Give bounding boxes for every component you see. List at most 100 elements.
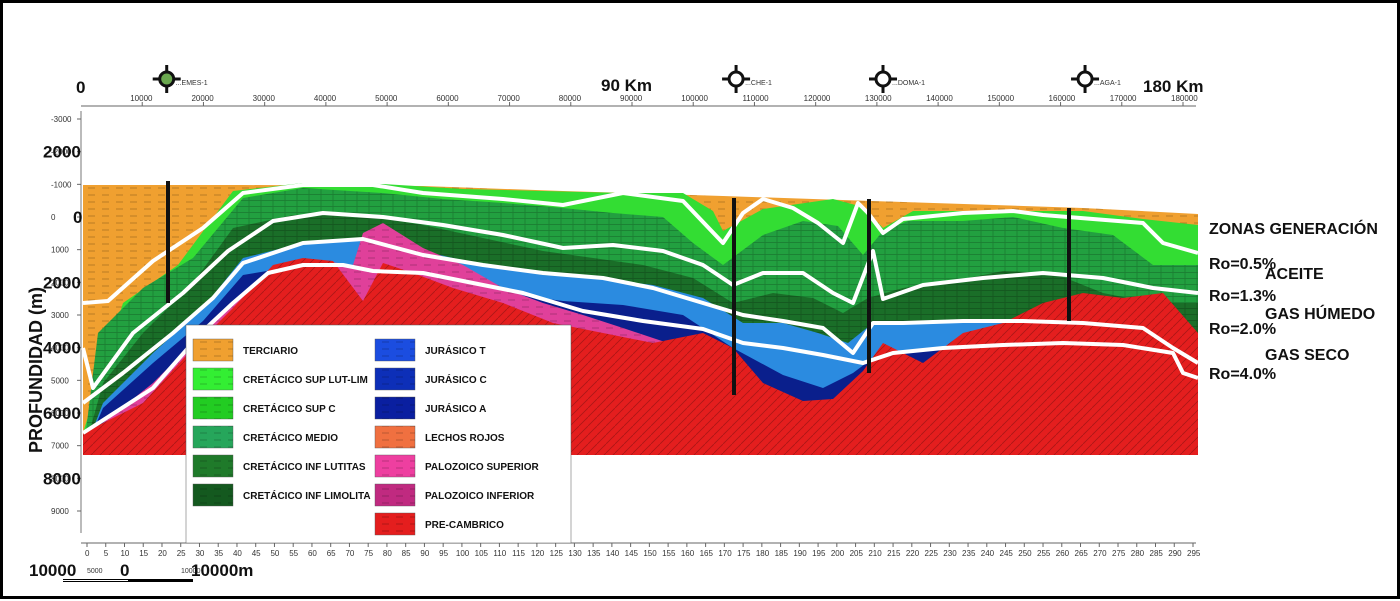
legend-item: PALOZOICO SUPERIOR: [374, 454, 539, 478]
legend-item: CRETÁCICO SUP C: [192, 396, 336, 420]
left-axis: -3000 -2000 -1000 0 1000 2000 3000 4000 5000 6000…: [26, 111, 82, 533]
legend-label: CRETÁCICO INF LUTITAS: [243, 460, 366, 473]
zone-gas-humedo: GAS HÚMEDO: [1265, 304, 1375, 323]
top-axis: 0 90 Km 180 Km 10000 20000 30000 40000 50000…: [76, 76, 1203, 107]
depth-big-label: 8000: [43, 469, 81, 488]
zone-ro-2-0: Ro=2.0%: [1209, 321, 1276, 338]
top-axis-origin-label: 0: [76, 78, 85, 97]
depth-tick-label: 9000: [51, 507, 69, 516]
well-label: ...CHE-1: [745, 80, 772, 87]
legend-label: JURÁSICO A: [425, 402, 486, 415]
legend-item: CRETÁCICO INF LIMOLITA: [192, 483, 371, 507]
legend-swatch-texture: [375, 426, 415, 448]
bottom-axis-tick-label: 240: [981, 549, 995, 558]
bottom-axis-tick-label: 20: [158, 549, 167, 558]
depth-tick-label: 2000: [51, 278, 69, 287]
top-axis-end-label: 180 Km: [1143, 77, 1203, 96]
top-axis-mid-label: 90 Km: [601, 76, 652, 95]
scale-bar-left-label: 10000: [29, 561, 76, 580]
well-symbol-icon: [158, 70, 176, 88]
well-label: ...DOMA-1: [892, 80, 925, 87]
bottom-axis-tick-label: 5: [104, 549, 109, 558]
legend-label: PRE-CAMBRICO: [425, 520, 504, 531]
top-axis-tick-label: 30000: [253, 94, 276, 103]
depth-tick-label: 4000: [51, 344, 69, 353]
bottom-axis-tick-label: 15: [139, 549, 148, 558]
legend-swatch-texture: [193, 397, 233, 419]
zone-aceite: ACEITE: [1265, 266, 1324, 283]
bottom-axis-tick-label: 150: [643, 549, 657, 558]
depth-tick-label: 8000: [51, 474, 69, 483]
legend-swatch-texture: [375, 397, 415, 419]
depth-big-label: 4000: [43, 339, 81, 358]
top-axis-tick-label: 90000: [620, 94, 643, 103]
well-marker: ...DOMA-1: [869, 65, 925, 93]
legend-swatch-texture: [375, 455, 415, 477]
well-markers: ...EMES-1 ...CHE-1 ...DOMA-1 ...AGA-1: [152, 65, 1121, 93]
isoline-ro-2-0: [81, 237, 1200, 405]
bottom-axis-tick-label: 110: [493, 549, 506, 558]
bottom-axis-tick-label: 220: [906, 549, 920, 558]
bottom-axis-tick-label: 85: [402, 549, 411, 558]
bottom-axis-tick-label: 50: [270, 549, 279, 558]
bottom-axis-tick-label: 270: [1093, 549, 1107, 558]
well-marker: ...CHE-1: [722, 65, 772, 93]
bottom-axis-tick-label: 250: [1018, 549, 1032, 558]
bottom-axis-tick-label: 100: [456, 549, 470, 558]
bottom-axis-tick-label: 135: [587, 549, 601, 558]
legend-label: PALOZOICO INFERIOR: [425, 491, 535, 502]
legend-label: CRETÁCICO SUP C: [243, 402, 336, 415]
bottom-axis-tick-label: 70: [345, 549, 354, 558]
legend-swatch-texture: [193, 426, 233, 448]
bottom-axis-tick-label: 210: [868, 549, 882, 558]
bottom-axis-tick-label: 140: [606, 549, 620, 558]
bottom-axis-tick-label: 145: [625, 549, 639, 558]
bottom-axis-tick-label: 25: [177, 549, 186, 558]
legend-item: PRE-CAMBRICO: [374, 512, 504, 536]
zone-ro-1-3: Ro=1.3%: [1209, 288, 1276, 305]
legend-label: CRETÁCICO MEDIO: [243, 431, 338, 444]
scale-bar-right-label: 10000m: [191, 561, 253, 580]
top-axis-tick-label: 150000: [987, 94, 1014, 103]
bottom-axis-tick-label: 95: [439, 549, 448, 558]
isoline-ro-0-5: [82, 183, 1199, 305]
bottom-axis-tick-label: 35: [214, 549, 223, 558]
bottom-axis-tick-label: 185: [775, 549, 789, 558]
depth-axis-title: PROFUNDIDAD (m): [26, 287, 46, 453]
bottom-axis-tick-label: 60: [308, 549, 317, 558]
top-axis-tick-label: 100000: [681, 94, 708, 103]
bottom-axis-tick-label: 275: [1112, 549, 1126, 558]
bottom-axis-tick-label: 45: [252, 549, 261, 558]
top-axis-tick-label: 110000: [742, 94, 769, 103]
top-axis-tick-label: 50000: [375, 94, 398, 103]
bottom-axis-tick-label: 170: [718, 549, 732, 558]
zones-title: ZONAS GENERACIÓN: [1209, 219, 1378, 238]
top-axis-tick-label: 20000: [191, 94, 214, 103]
legend-label: JURÁSICO T: [425, 344, 486, 357]
top-axis-tick-label: 120000: [804, 94, 831, 103]
bottom-axis-tick-label: 90: [420, 549, 429, 558]
bottom-axis-tick-label: 10: [120, 549, 129, 558]
legend-item: LECHOS ROJOS: [374, 425, 505, 449]
well-lines: [166, 181, 1071, 395]
well-symbol-icon: [727, 70, 745, 88]
bottom-axis: 0 5 10 15 20 25 30 35 40 45 50 55 60 65 70 75 80 85 90 95 10…: [81, 542, 1201, 558]
scale-bar-zero-label: 0: [120, 561, 129, 580]
bottom-axis-tick-label: 115: [512, 549, 525, 558]
legend-swatch-texture: [193, 368, 233, 390]
top-axis-tick-label: 130000: [865, 94, 892, 103]
bottom-axis-tick-label: 285: [1150, 549, 1164, 558]
bottom-axis-tick-label: 230: [943, 549, 957, 558]
legend-item: PALOZOICO INFERIOR: [374, 483, 535, 507]
scale-bar: 10000 5000 0 10000 10000m: [29, 561, 253, 582]
zone-gas-seco: GAS SECO: [1265, 347, 1349, 364]
legend-item: CRETÁCICO MEDIO: [192, 425, 338, 449]
well-label: ...EMES-1: [176, 80, 208, 87]
isoline-ro-1-3: [81, 211, 1199, 390]
zone-ro-0-5: Ro=0.5%: [1209, 256, 1276, 273]
depth-tick-label: 0: [51, 213, 56, 222]
bottom-axis-tick-label: 130: [568, 549, 582, 558]
legend-swatch-texture: [375, 339, 415, 361]
legend-swatch-texture: [193, 484, 233, 506]
